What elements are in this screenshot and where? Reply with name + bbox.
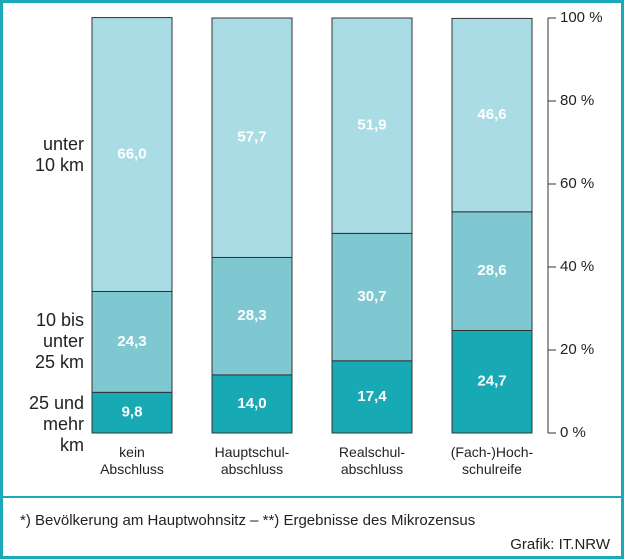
value-label: 66,0 <box>117 146 146 163</box>
value-label: 14,0 <box>237 395 266 412</box>
value-label: 46,6 <box>477 106 506 123</box>
x-tick-label: (Fach-)Hoch- schulreife <box>450 444 534 477</box>
y-tick-label: 100 % <box>560 9 603 26</box>
x-tick-label: Hauptschul- abschluss <box>214 444 290 477</box>
bar-segment <box>331 17 413 234</box>
y-tick-label: 20 % <box>560 341 594 358</box>
value-label: 28,6 <box>477 262 506 279</box>
bar-segment <box>91 17 173 292</box>
bar-segment <box>211 256 293 376</box>
bar-segment <box>451 211 533 331</box>
legend-label: unter 10 km <box>34 133 84 175</box>
bar-segment <box>331 360 413 434</box>
value-label: 9,8 <box>122 404 143 421</box>
footnote: *) Bevölkerung am Hauptwohnsitz – **) Er… <box>20 512 476 529</box>
x-tick-label: Realschul- abschluss <box>338 444 406 477</box>
y-tick-label: 80 % <box>560 92 594 109</box>
value-label: 30,7 <box>357 288 386 305</box>
legend-label: 10 bis unter 25 km <box>34 310 84 373</box>
x-tick-label: kein Abschluss <box>100 444 164 477</box>
value-label: 57,7 <box>237 129 266 146</box>
source: Grafik: IT.NRW <box>510 536 610 553</box>
value-label: 28,3 <box>237 307 266 324</box>
y-tick-label: 40 % <box>560 258 594 275</box>
bar-segment <box>91 290 173 393</box>
value-label: 24,3 <box>117 333 146 350</box>
value-label: 24,7 <box>477 373 506 390</box>
y-tick-label: 0 % <box>560 424 586 441</box>
value-label: 17,4 <box>357 388 387 405</box>
bar-segment <box>451 329 533 434</box>
bar-segment <box>211 374 293 434</box>
y-tick-label: 60 % <box>560 175 594 192</box>
legend-label: 25 und mehr km <box>28 393 84 456</box>
value-label: 51,9 <box>357 117 386 134</box>
bar-segment <box>211 17 293 258</box>
bar-segment <box>451 17 533 213</box>
